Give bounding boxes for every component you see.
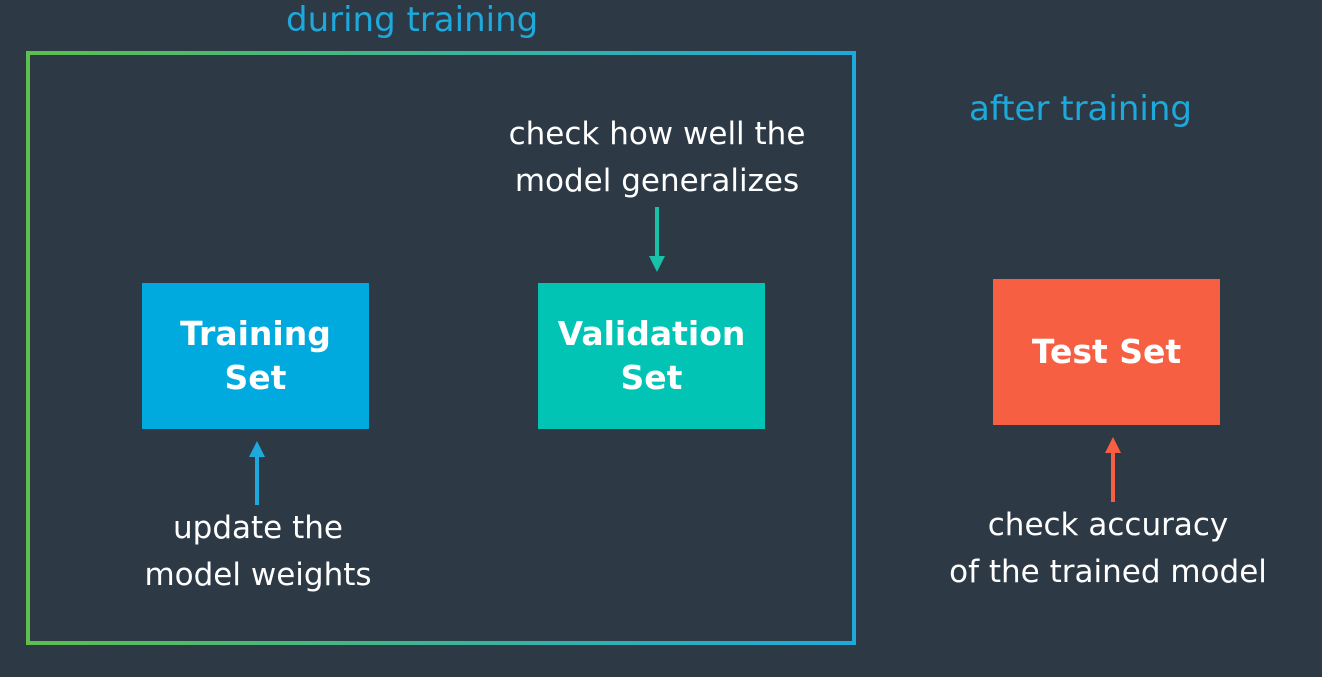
validation-note-line1: check how well the (508, 116, 806, 152)
test-arrow (1105, 437, 1121, 502)
validation-note: check how well the model generalizes (462, 111, 852, 205)
training-note-line1: update the (173, 510, 343, 546)
test-note: check accuracy of the trained model (908, 502, 1308, 596)
training-set-line1: Training (180, 314, 331, 353)
training-arrow (249, 441, 265, 505)
validation-note-line2: model generalizes (514, 163, 800, 199)
during-training-frame (26, 51, 856, 645)
during-training-label: during training (286, 0, 539, 40)
validation-set-line1: Validation (557, 314, 746, 353)
training-set-box: Training Set (142, 283, 369, 429)
after-training-label: after training (969, 89, 1192, 129)
test-set-box: Test Set (993, 279, 1220, 425)
validation-arrow (649, 207, 665, 272)
test-set-line1: Test Set (1031, 332, 1182, 371)
test-note-line2: of the trained model (949, 554, 1267, 590)
training-set-line2: Set (224, 358, 287, 397)
validation-set-box: Validation Set (538, 283, 765, 429)
validation-set-line2: Set (620, 358, 683, 397)
training-note-line2: model weights (144, 557, 372, 593)
training-note: update the model weights (108, 505, 408, 599)
test-note-line1: check accuracy (987, 507, 1229, 543)
